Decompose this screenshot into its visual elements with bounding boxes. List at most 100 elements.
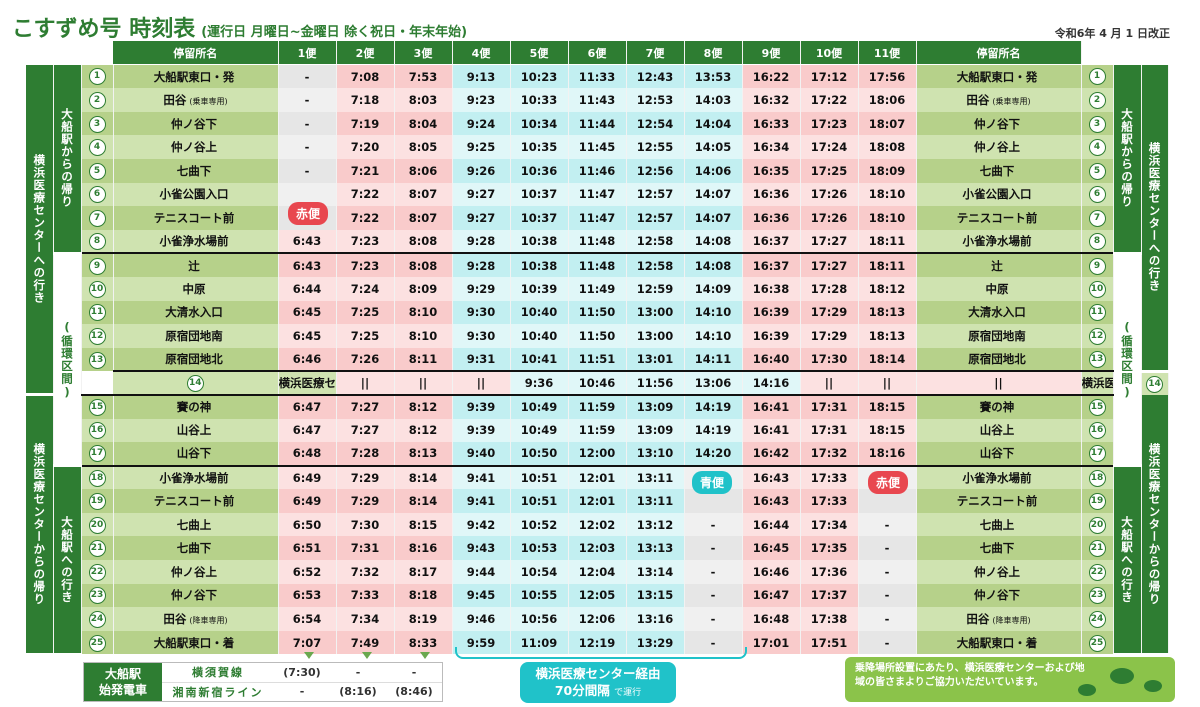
time-cell: 9:40	[452, 442, 511, 466]
stop-name-right: 仲ノ谷上	[916, 560, 1082, 584]
stop-number-right: 8	[1088, 233, 1106, 251]
time-cell: 16:42	[742, 442, 801, 466]
page-header: こすずめ号 時刻表 (運行日 月曜日~金曜日 除く祝日・年末年始)	[12, 11, 467, 43]
time-cell: 16:43	[742, 464, 801, 490]
time-cell: 12:58	[626, 229, 685, 254]
time-cell: 13:06	[684, 370, 743, 395]
stop-name-right: 仲ノ谷下	[916, 583, 1082, 608]
time-cell: 18:10	[858, 182, 917, 207]
stop-number: 10	[88, 280, 106, 298]
departure-trains-box: 大船駅 始発電車 横須賀線 (7:30) - - 湘南新宿ライン - (8:16…	[83, 662, 443, 702]
stop-number-right: 2	[1088, 91, 1106, 109]
stop-number-right: 9	[1088, 257, 1106, 275]
time-cell: 8:03	[394, 88, 453, 112]
time-cell: 7:25	[336, 324, 395, 348]
time-cell: 7:30	[336, 512, 395, 537]
time-cell: 16:36	[742, 206, 801, 230]
stop-name-right: 大清水入口	[916, 300, 1082, 325]
time-cell: 8:08	[394, 252, 453, 277]
time-cell: 11:09	[510, 630, 569, 655]
time-cell: 13:09	[626, 418, 685, 443]
time-cell: 6:43	[278, 229, 337, 254]
time-cell: 9:27	[452, 206, 511, 230]
header-trip-8: 8便	[684, 41, 743, 66]
time-cell: 10:54	[510, 560, 569, 584]
time-cell: 7:23	[336, 229, 395, 254]
stop-name: 仲ノ谷下	[113, 111, 279, 136]
time-cell: ||	[916, 370, 1082, 395]
stop-name-right: 賽の神	[916, 393, 1082, 419]
time-cell: 11:43	[568, 88, 627, 112]
stop-number-right: 25	[1088, 634, 1106, 652]
time-cell: 14:19	[684, 393, 743, 419]
time-cell: 8:19	[394, 607, 453, 631]
time-cell: 16:37	[742, 229, 801, 254]
time-cell: 17:35	[800, 536, 859, 561]
stop-name-right: 七曲上	[916, 512, 1082, 537]
time-cell: 6:53	[278, 583, 337, 608]
header-trip-5: 5便	[510, 41, 569, 66]
stop-number-right: 23	[1088, 587, 1106, 605]
stop-name-right: 七曲下	[916, 536, 1082, 561]
stop-number-right: 22	[1088, 563, 1106, 581]
time-cell: 17:23	[800, 111, 859, 136]
time-cell: 8:33	[394, 630, 453, 655]
time-cell: 10:46	[568, 370, 627, 395]
time-cell: -	[858, 630, 917, 655]
stop-name-right: 田谷 (降車専用)	[916, 607, 1082, 631]
time-cell: 10:23	[510, 64, 569, 89]
header-row: 停留所名 1便 2便 3便 4便 5便 6便 7便 8便 9便 10便 11便 停留所名	[26, 41, 1174, 66]
stop-name-right: 小雀浄水場前	[916, 229, 1082, 254]
stop-name: 七曲下	[113, 158, 279, 183]
time-cell: 6:45	[278, 300, 337, 325]
time-cell: 7:25	[336, 300, 395, 325]
time-cell: 8:05	[394, 135, 453, 159]
table-row: 横浜医療センターからの帰り 15 賽の神 6:47 7:27 8:12 9:39 10:49 1…	[26, 393, 1174, 656]
time-cell: 17:30	[800, 347, 859, 372]
stop-name-right: 大船駅東口・着	[916, 630, 1082, 655]
stop-number-right: 4	[1088, 139, 1106, 157]
stop-name: 山谷上	[113, 418, 279, 443]
time-cell: 13:00	[626, 324, 685, 348]
time-cell: 18:09	[858, 158, 917, 183]
arrow-down-icon	[362, 652, 372, 659]
stop-name: 七曲下	[113, 536, 279, 561]
time-cell: 7:29	[336, 464, 395, 490]
time-cell: 17:12	[800, 64, 859, 89]
stop-number: 24	[88, 611, 106, 629]
time-cell: 10:37	[510, 206, 569, 230]
stop-number-right: 10	[1088, 280, 1106, 298]
stop-number-right: 16	[1088, 422, 1106, 440]
time-cell: 10:39	[510, 276, 569, 301]
time-cell: 18:07	[858, 111, 917, 136]
table-row: 19 テニスコート前 6:49 7:29 8:14 9:41 10:51 12:01 13:11…	[26, 489, 1174, 513]
time-cell: 8:14	[394, 464, 453, 490]
header-trip-9: 9便	[742, 41, 801, 66]
time-cell: 14:20	[684, 442, 743, 466]
time-cell: 7:53	[394, 64, 453, 89]
time-cell: 16:44	[742, 512, 801, 537]
time-cell: 7:31	[336, 536, 395, 561]
time-cell: 11:59	[568, 393, 627, 419]
time-cell: 9:28	[452, 229, 511, 254]
time-cell: 10:56	[510, 607, 569, 631]
time-cell: 10:38	[510, 229, 569, 254]
blue-trip-bubble: 青便	[692, 471, 733, 494]
time-cell: 11:56	[626, 370, 685, 395]
time-cell: 11:51	[568, 347, 627, 372]
time-cell: 16:41	[742, 393, 801, 419]
side-label-left-outer-bottom: 横浜医療センターからの帰り	[26, 394, 54, 656]
time-cell: 6:47	[278, 418, 337, 443]
side-label-right-inner-top: 大船駅からの帰り	[1113, 64, 1142, 255]
time-cell: 9:41	[452, 489, 511, 513]
time-cell: 10:40	[510, 300, 569, 325]
time-cell: 9:30	[452, 324, 511, 348]
time-cell: -	[278, 158, 337, 183]
time-cell: ||	[336, 370, 395, 395]
time-cell: 11:49	[568, 276, 627, 301]
via-center-label: 横浜医療センター経由 70分間隔 で運行	[520, 662, 676, 703]
time-cell: ||	[452, 370, 511, 395]
stop-name: 山谷下	[113, 442, 279, 466]
stop-name: テニスコート前	[113, 206, 279, 230]
time-cell: 9:41	[452, 464, 511, 490]
